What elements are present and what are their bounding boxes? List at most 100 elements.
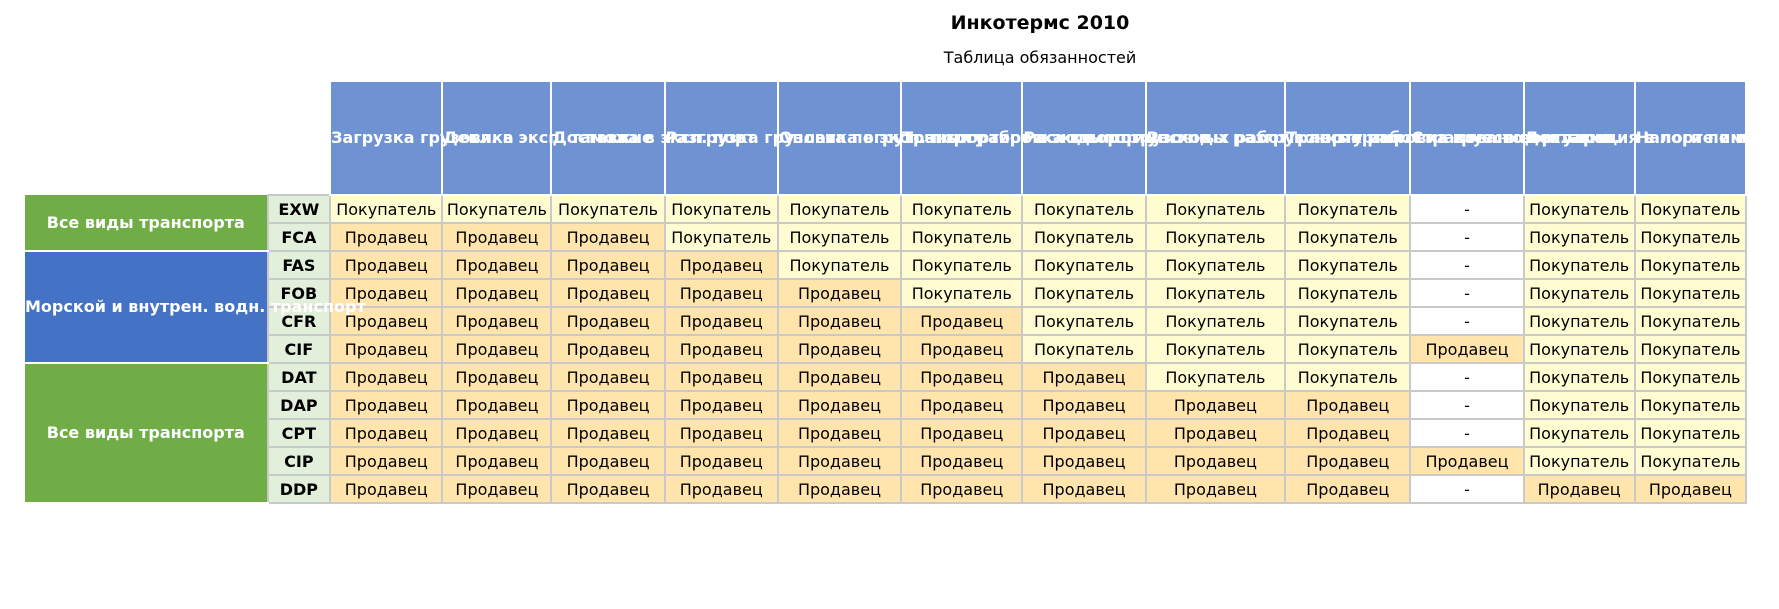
responsibility-cell: Продавец <box>900 390 1024 420</box>
transport-group-label: Морской и внутрен. водн. транспорт <box>25 251 366 364</box>
column-header: Транспортировка в место поставки <box>1284 80 1612 196</box>
responsibility-cell: Продавец <box>441 222 553 252</box>
responsibility-cell: Продавец <box>1144 418 1287 448</box>
responsibility-cell: Покупатель <box>663 222 779 252</box>
responsibility-cell: Продавец <box>663 474 779 504</box>
incoterm-code: DAP <box>266 390 332 420</box>
responsibility-cell: - <box>1409 390 1525 420</box>
table-row: Морской и внутрен. водн. транспорт FAS Про… <box>25 250 1748 364</box>
responsibility-cell: Продавец <box>1633 474 1748 504</box>
table-row: CIP Продавец Продавец Продавец Продавец Прода… <box>25 446 1748 476</box>
responsibility-cell: Продавец <box>441 390 553 420</box>
incoterm-code: FOB <box>266 278 332 308</box>
responsibility-cell: Продавец <box>776 474 903 504</box>
header-row: Загрузка грузовика Декл. в эксп. таможне… <box>25 80 1779 196</box>
responsibility-cell: Покупатель <box>1284 222 1412 252</box>
responsibility-cell: Продавец <box>329 306 444 336</box>
responsibility-cell: Покупатель <box>1633 418 1748 448</box>
responsibility-cell: Покупатель <box>550 194 666 224</box>
responsibility-cell: Продавец <box>550 250 666 280</box>
responsibility-cell: Покупатель <box>1633 222 1748 252</box>
responsibility-cell: - <box>1409 418 1525 448</box>
responsibility-cell: Покупатель <box>329 194 444 224</box>
responsibility-cell: Продавец <box>1522 474 1636 504</box>
responsibility-cell: Покупатель <box>1144 222 1287 252</box>
responsibility-cell: - <box>1409 222 1525 252</box>
responsibility-cell: Продавец <box>329 250 444 280</box>
table-row: Все виды транспорта DAT Продавец Продавец Пр… <box>25 362 1748 504</box>
responsibility-cell: Продавец <box>900 446 1024 476</box>
responsibility-cell: Покупатель <box>1021 194 1147 224</box>
responsibility-cell: Покупатель <box>900 278 1024 308</box>
responsibility-cell: Продавец <box>550 390 666 420</box>
responsibility-cell: Продавец <box>1021 446 1147 476</box>
responsibility-cell: Покупатель <box>1144 278 1287 308</box>
responsibility-cell: Продавец <box>1284 446 1412 476</box>
responsibility-cell: Покупатель <box>441 194 553 224</box>
responsibility-cell: - <box>1409 194 1525 224</box>
incoterm-code: FAS <box>266 250 332 280</box>
responsibility-cell: Продавец <box>1021 474 1147 504</box>
responsibility-cell: Продавец <box>900 334 1024 364</box>
responsibility-cell: Покупатель <box>900 194 1024 224</box>
corner-cell <box>267 81 331 195</box>
responsibility-cell: Покупатель <box>900 250 1024 280</box>
responsibility-cell: Продавец <box>329 278 444 308</box>
table-row: CPT Продавец Продавец Продавец Продавец Прода… <box>25 418 1748 448</box>
responsibility-cell: Покупатель <box>1633 278 1748 308</box>
responsibility-cell: Покупатель <box>1021 250 1147 280</box>
responsibility-cell: Покупатель <box>1021 334 1147 364</box>
incoterm-code: DAT <box>266 362 332 392</box>
responsibility-cell: Покупатель <box>1522 306 1636 336</box>
responsibility-cell: Покупатель <box>1633 390 1748 420</box>
column-header: Разгрузка грузовика в эксп. порту <box>663 80 985 196</box>
page-title: Инкотермс 2010 <box>950 12 1130 34</box>
responsibility-cell: Продавец <box>1144 446 1287 476</box>
responsibility-cell: Продавец <box>329 222 444 252</box>
table-row: FOB Продавец Продавец Продавец Продавец Прода… <box>25 278 1748 308</box>
responsibility-cell: Покупатель <box>1522 250 1636 280</box>
transport-group-label: Все виды транспорта <box>25 195 268 252</box>
responsibility-cell: Покупатель <box>1522 362 1636 392</box>
responsibility-cell: Покупатель <box>1633 194 1748 224</box>
column-header: Декл. в эксп. таможне <box>441 80 653 196</box>
responsibility-cell: Продавец <box>1144 474 1287 504</box>
table-row: CFR Продавец Продавец Продавец Продавец Прода… <box>25 306 1748 336</box>
responsibility-cell: Продавец <box>441 362 553 392</box>
responsibility-cell: Продавец <box>550 306 666 336</box>
responsibility-cell: Покупатель <box>1144 334 1287 364</box>
responsibility-cell: Покупатель <box>1021 222 1147 252</box>
responsibility-cell: Покупатель <box>1284 250 1412 280</box>
responsibility-cell: Покупатель <box>1522 194 1636 224</box>
responsibility-cell: Продавец <box>776 446 903 476</box>
corner-cell <box>25 81 268 195</box>
responsibility-cell: Покупатель <box>900 222 1024 252</box>
responsibility-cell: Продавец <box>550 418 666 448</box>
responsibility-cell: - <box>1409 278 1525 308</box>
column-header: Страхование <box>1409 80 1530 196</box>
responsibility-cell: Покупатель <box>1144 362 1287 392</box>
incoterms-table: Загрузка грузовика Декл. в эксп. таможне… <box>25 80 1779 504</box>
responsibility-cell: Продавец <box>1021 362 1147 392</box>
incoterm-code: CIP <box>266 446 332 476</box>
responsibility-cell: Покупатель <box>1021 278 1147 308</box>
responsibility-cell: Продавец <box>900 474 1024 504</box>
responsibility-cell: Покупатель <box>1522 222 1636 252</box>
column-header: Расходы разгрузочных работ из груз. в по… <box>1144 80 1620 196</box>
table-row: DAP Продавец Продавец Продавец Продавец Прода… <box>25 390 1748 420</box>
table-row: CIF Продавец Продавец Продавец Продавец Прода… <box>25 334 1748 364</box>
responsibility-cell: Покупатель <box>1522 390 1636 420</box>
responsibility-cell: Покупатель <box>1522 334 1636 364</box>
responsibility-cell: Продавец <box>329 446 444 476</box>
responsibility-cell: Продавец <box>663 362 779 392</box>
responsibility-cell: - <box>1409 474 1525 504</box>
responsibility-cell: Продавец <box>663 418 779 448</box>
responsibility-cell: Покупатель <box>1633 446 1748 476</box>
responsibility-cell: Продавец <box>900 418 1024 448</box>
responsibility-cell: Продавец <box>441 474 553 504</box>
responsibility-cell: - <box>1409 362 1525 392</box>
incoterm-code: CPT <box>266 418 332 448</box>
responsibility-cell: Продавец <box>776 362 903 392</box>
responsibility-cell: Покупатель <box>1284 362 1412 392</box>
table-row: FCA Продавец Продавец Продавец Покупатель Пок… <box>25 222 1748 252</box>
